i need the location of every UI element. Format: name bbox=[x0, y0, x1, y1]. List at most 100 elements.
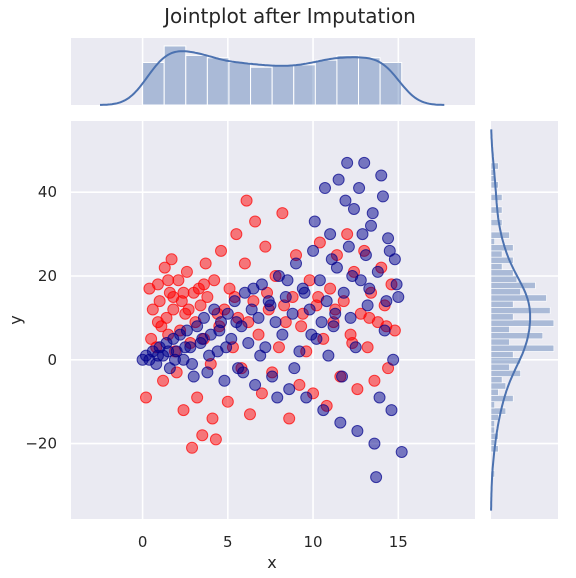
marginal-y-bar bbox=[490, 300, 514, 308]
observed-point bbox=[376, 190, 389, 203]
main-panel: 0 5 10 15 −20 0 20 40 bbox=[25, 121, 475, 551]
x-tick-label: 15 bbox=[389, 533, 408, 551]
imputed-point bbox=[201, 290, 214, 303]
imputed-point bbox=[146, 303, 159, 316]
imputed-point bbox=[191, 391, 204, 404]
imputed-point bbox=[151, 316, 164, 329]
observed-point bbox=[392, 290, 405, 303]
imputed-point bbox=[140, 391, 153, 404]
marginal-y-bar bbox=[490, 395, 514, 402]
observed-point bbox=[162, 345, 175, 358]
observed-point bbox=[339, 194, 352, 207]
observed-point bbox=[358, 156, 371, 169]
marginal-y-bar bbox=[490, 219, 503, 227]
observed-point bbox=[179, 341, 192, 354]
observed-point bbox=[308, 215, 321, 228]
observed-point bbox=[337, 286, 350, 299]
observed-point bbox=[305, 328, 318, 341]
marginal-y-bar bbox=[490, 407, 507, 415]
observed-point bbox=[281, 274, 294, 287]
observed-point bbox=[361, 299, 374, 312]
imputed-point bbox=[215, 244, 228, 257]
imputed-point bbox=[197, 278, 210, 291]
marginal-y-bar bbox=[490, 269, 514, 277]
imputed-point bbox=[276, 207, 289, 220]
observed-point bbox=[347, 202, 360, 215]
y-tick-label: 0 bbox=[47, 351, 57, 369]
observed-point bbox=[203, 349, 216, 362]
observed-point bbox=[383, 244, 396, 257]
y-tick-label: 40 bbox=[38, 183, 57, 201]
marginal-x-bar bbox=[314, 59, 338, 106]
imputed-point bbox=[341, 228, 354, 241]
marginal-y-bar bbox=[490, 250, 503, 258]
observed-point bbox=[290, 257, 303, 270]
observed-point bbox=[151, 349, 164, 362]
imputed-point bbox=[238, 257, 251, 270]
y-tick-label: 20 bbox=[38, 267, 57, 285]
observed-point bbox=[313, 274, 326, 287]
marginal-y-bar bbox=[490, 426, 495, 434]
marginal-x-bar bbox=[228, 61, 252, 106]
observed-point bbox=[336, 370, 349, 383]
x-axis-label: x bbox=[267, 553, 276, 572]
marginal-y-bar bbox=[490, 238, 495, 245]
marginal-x-bar bbox=[293, 64, 316, 106]
observed-point bbox=[342, 240, 355, 253]
observed-point bbox=[271, 391, 284, 404]
marginal-y-bar bbox=[490, 357, 521, 365]
imputed-point bbox=[194, 299, 207, 312]
marginal-y-bar bbox=[490, 244, 514, 252]
marginal-y-bar bbox=[490, 294, 547, 302]
observed-point bbox=[254, 349, 267, 362]
observed-point bbox=[249, 378, 262, 391]
imputed-point bbox=[272, 341, 285, 354]
marginal-y-bar bbox=[490, 413, 499, 421]
observed-point bbox=[213, 324, 226, 337]
observed-point bbox=[315, 316, 328, 329]
observed-point bbox=[307, 244, 320, 257]
observed-point bbox=[245, 303, 258, 316]
x-tick-label: 10 bbox=[304, 533, 323, 551]
observed-point bbox=[349, 341, 362, 354]
marginal-y-bar bbox=[490, 263, 503, 271]
observed-point bbox=[332, 173, 345, 186]
imputed-point bbox=[180, 265, 193, 278]
marginal-y-bar bbox=[490, 313, 514, 321]
marginal-y-bar bbox=[490, 401, 495, 409]
marginal-y-bar bbox=[490, 338, 510, 346]
y-axis-label: y bbox=[6, 315, 25, 324]
observed-point bbox=[320, 295, 333, 308]
marginal-y-bar bbox=[490, 363, 510, 371]
imputed-point bbox=[255, 387, 268, 400]
imputed-point bbox=[199, 257, 212, 270]
observed-point bbox=[180, 324, 193, 337]
imputed-point bbox=[249, 215, 262, 228]
imputed-point bbox=[206, 412, 219, 425]
observed-point bbox=[221, 307, 234, 320]
marginal-y-bar bbox=[490, 332, 544, 340]
imputed-point bbox=[243, 408, 256, 421]
imputed-point bbox=[158, 261, 171, 274]
observed-point bbox=[329, 307, 342, 320]
x-tick-label: 0 bbox=[138, 533, 148, 551]
observed-point bbox=[276, 328, 289, 341]
chart-title: Jointplot after Imputation bbox=[162, 4, 416, 28]
observed-point bbox=[370, 471, 383, 484]
observed-point bbox=[208, 303, 221, 316]
imputed-point bbox=[221, 395, 234, 408]
observed-point bbox=[346, 270, 359, 283]
marginal-x-bar bbox=[336, 54, 360, 106]
observed-point bbox=[385, 404, 398, 417]
imputed-point bbox=[177, 404, 190, 417]
observed-point bbox=[317, 404, 330, 417]
imputed-point bbox=[177, 286, 190, 299]
observed-point bbox=[387, 353, 400, 366]
imputed-point bbox=[157, 374, 170, 387]
observed-point bbox=[334, 416, 347, 429]
marginal-x-bar bbox=[271, 64, 295, 106]
observed-point bbox=[353, 182, 366, 195]
observed-point bbox=[298, 286, 311, 299]
marginal-x-bar bbox=[250, 66, 273, 106]
marginal-y-bar bbox=[490, 351, 514, 359]
